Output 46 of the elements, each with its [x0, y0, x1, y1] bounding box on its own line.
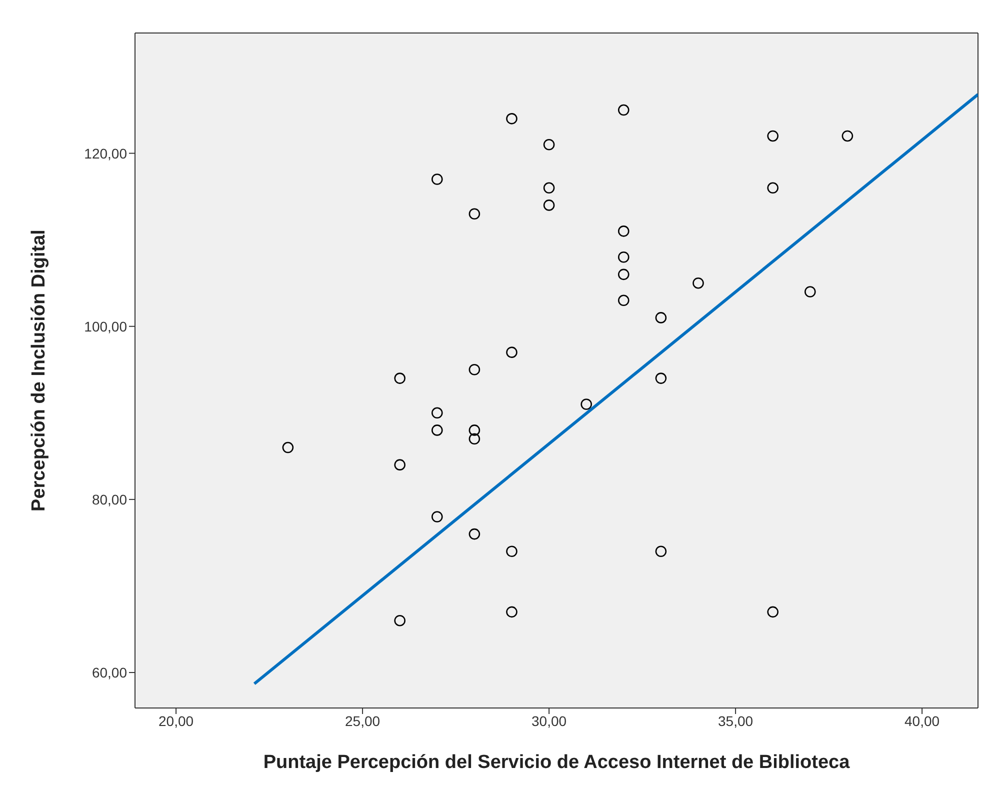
x-tick-label: 20,00	[158, 712, 194, 729]
point	[655, 372, 667, 384]
point	[842, 130, 854, 142]
x-tick-label: 30,00	[532, 712, 567, 729]
point	[692, 277, 704, 289]
y-tick-label: 100,00	[84, 318, 128, 334]
point	[618, 226, 630, 237]
point	[618, 294, 630, 306]
point	[767, 606, 778, 618]
point	[431, 174, 443, 185]
x-tick-label: 40,00	[904, 712, 940, 729]
point	[655, 546, 667, 558]
point	[618, 268, 630, 280]
point	[468, 528, 480, 540]
point	[543, 200, 555, 211]
point	[804, 286, 816, 298]
y-tick-label: 80,00	[92, 491, 128, 508]
point	[394, 459, 406, 470]
point	[468, 433, 480, 445]
x-tick-label: 25,00	[345, 712, 380, 729]
x-tick-label: 35,00	[718, 712, 754, 729]
point	[468, 364, 480, 376]
point	[543, 182, 555, 194]
point	[394, 614, 406, 626]
point	[767, 182, 778, 194]
point	[468, 208, 480, 220]
point	[543, 138, 555, 150]
y-axis-title: Percepción de Inclusión Digital	[28, 230, 50, 512]
point	[431, 407, 443, 419]
x-axis-title: Puntaje Percepción del Servicio de Acceso Internet de Biblioteca	[263, 752, 850, 773]
point	[580, 398, 592, 410]
point	[618, 104, 630, 116]
point	[431, 424, 443, 436]
point	[506, 346, 518, 358]
point	[468, 424, 480, 436]
y-tick-label: 60,00	[92, 664, 128, 680]
point	[506, 606, 518, 618]
point	[655, 312, 667, 324]
point	[506, 113, 518, 124]
point	[506, 546, 518, 558]
point	[431, 511, 443, 522]
point	[767, 130, 778, 142]
point	[282, 442, 294, 454]
y-tick-label: 120,00	[84, 145, 128, 162]
point	[394, 372, 406, 384]
point	[618, 251, 630, 263]
